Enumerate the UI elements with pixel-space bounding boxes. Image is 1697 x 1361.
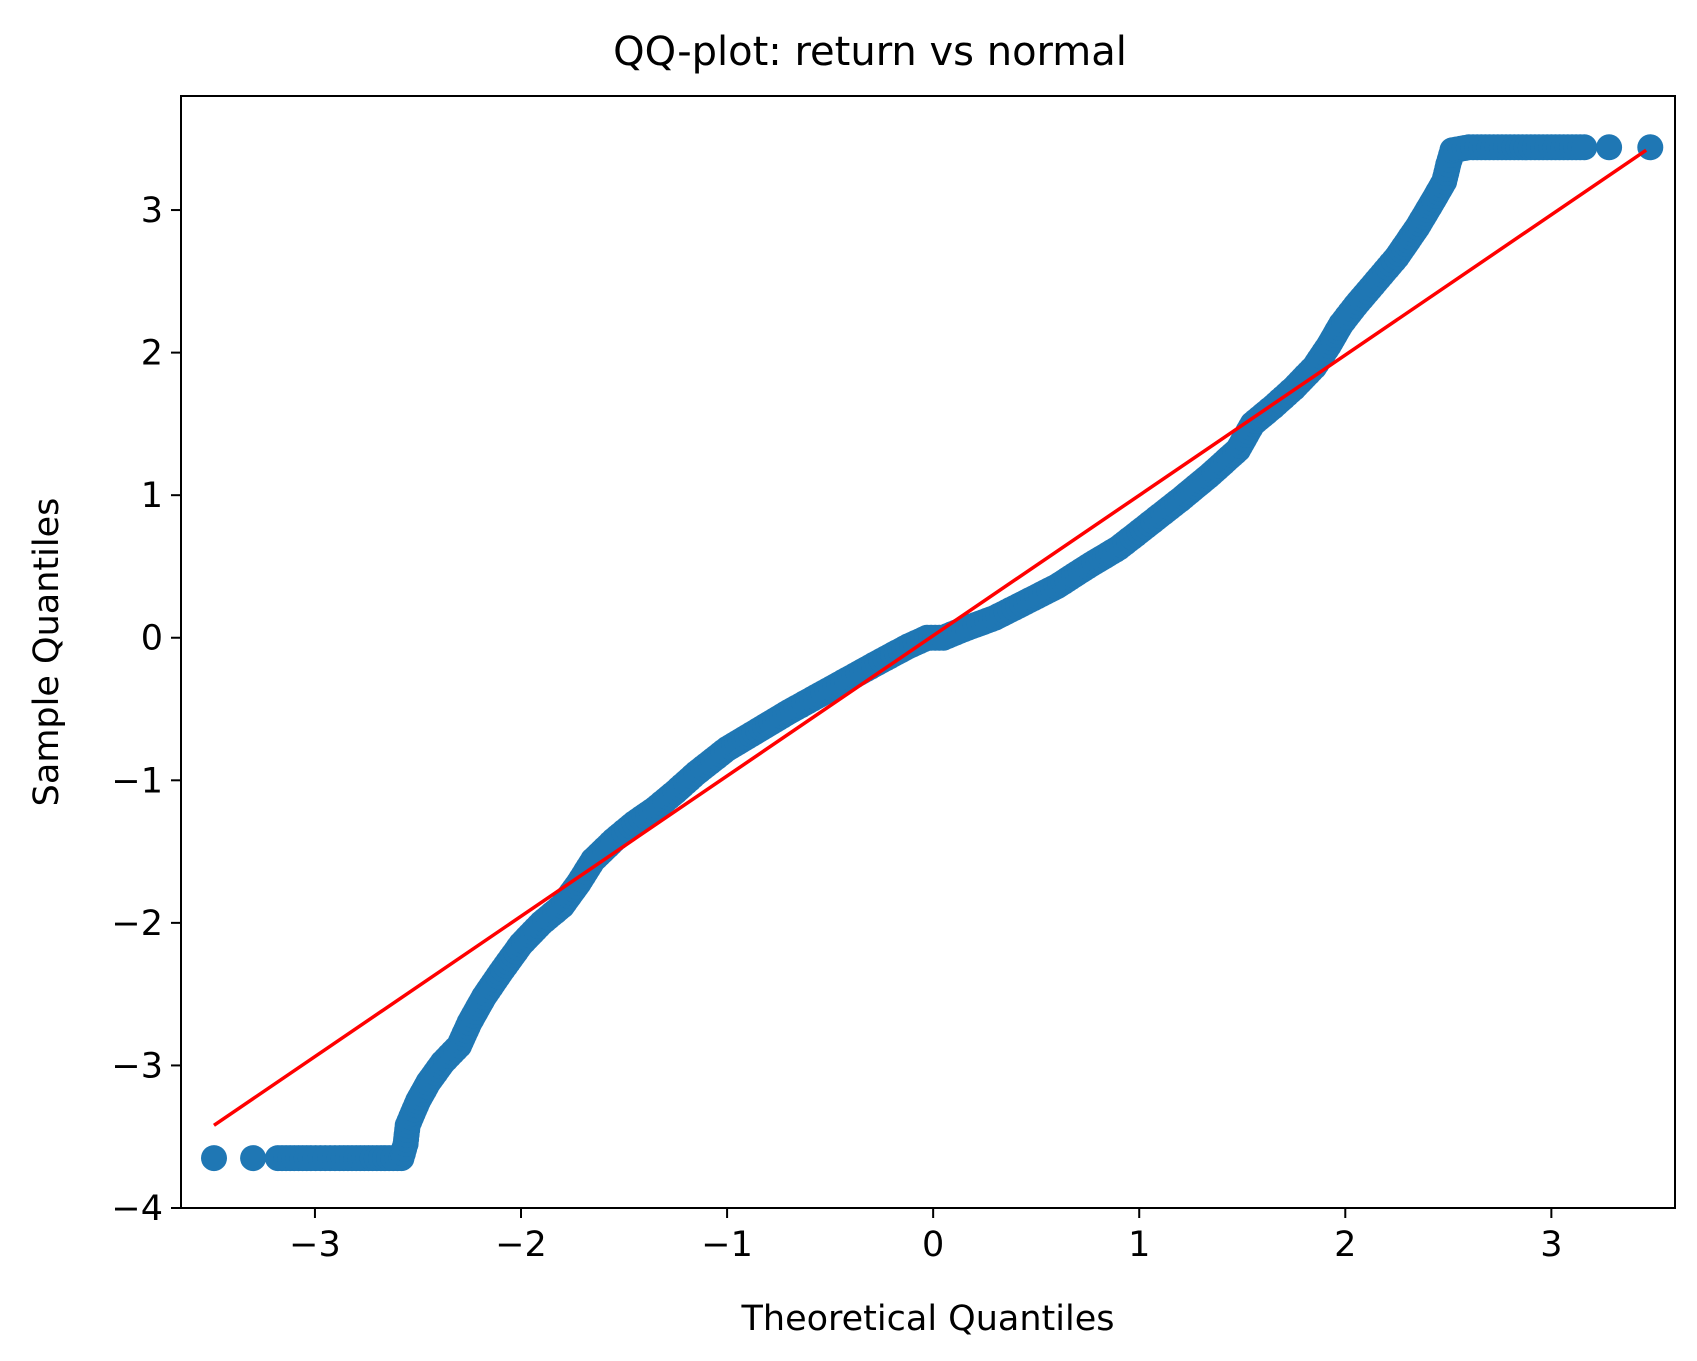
y-tick-label: −4 <box>111 1189 163 1229</box>
y-tick-label: 3 <box>141 191 163 231</box>
x-tick-label: 0 <box>922 1225 944 1265</box>
x-axis-label: Theoretical Quantiles <box>741 1299 1115 1339</box>
sample-points-layer <box>201 134 1664 1172</box>
y-axis-ticks: −4 −3 −2 −1 0 1 2 3 <box>111 191 181 1229</box>
sample-point <box>1637 134 1664 161</box>
y-tick-label: 2 <box>141 334 163 374</box>
sample-point <box>240 1145 267 1172</box>
x-tick-label: 1 <box>1128 1225 1150 1265</box>
plot-frame <box>180 95 1676 1209</box>
y-tick-label: 1 <box>141 476 163 516</box>
x-axis-ticks: −3 −2 −1 0 1 2 3 <box>289 1208 1562 1265</box>
y-axis-label: Sample Quantiles <box>27 498 67 807</box>
reference-line <box>212 148 1648 1127</box>
x-tick-label: 2 <box>1334 1225 1356 1265</box>
sample-point <box>1571 134 1598 161</box>
reference-line-layer <box>212 148 1648 1127</box>
y-tick-label: 0 <box>141 619 163 659</box>
plot-area <box>180 95 1676 1209</box>
y-tick-label: −1 <box>111 761 163 801</box>
chart-title: QQ-plot: return vs normal <box>613 29 1127 75</box>
sample-point <box>201 1145 227 1172</box>
sample-point <box>1596 134 1623 161</box>
x-tick-label: 3 <box>1540 1225 1562 1265</box>
x-tick-label: −2 <box>495 1225 547 1265</box>
y-tick-label: −3 <box>111 1046 163 1086</box>
x-tick-label: −1 <box>701 1225 753 1265</box>
x-tick-label: −3 <box>289 1225 341 1265</box>
y-tick-label: −2 <box>111 904 163 944</box>
